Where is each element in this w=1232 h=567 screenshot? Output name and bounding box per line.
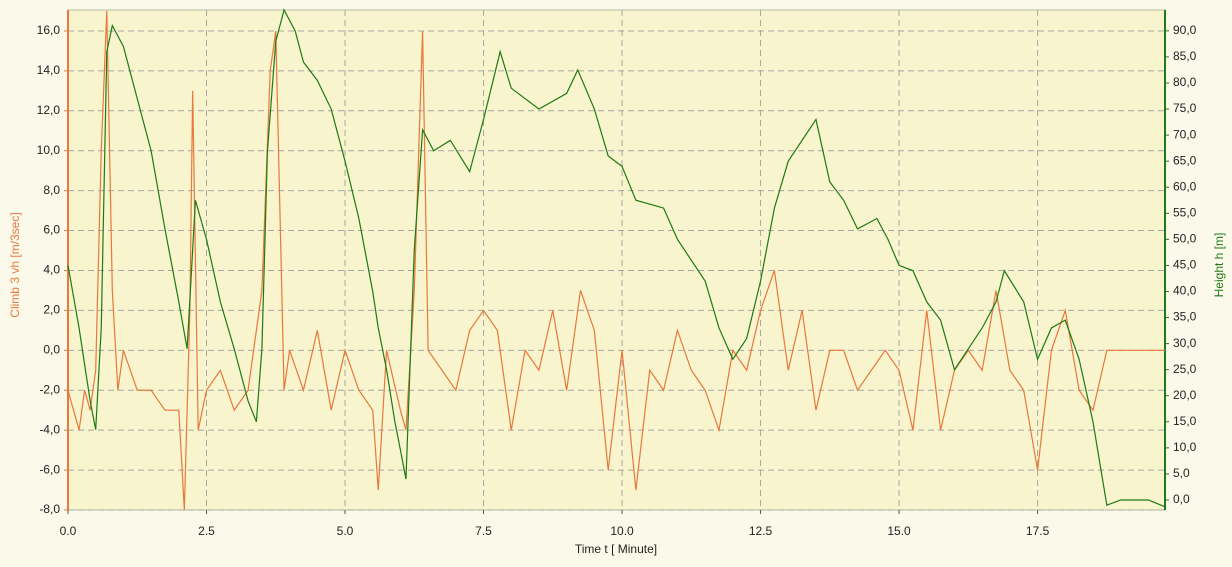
y-tick-label: 10,0 <box>37 143 61 157</box>
y-tick-label: 16,0 <box>37 23 61 37</box>
y2-tick-label: 30,0 <box>1173 336 1197 350</box>
y-tick-label: 4,0 <box>43 263 60 277</box>
y2-tick-label: 10,0 <box>1173 440 1197 454</box>
x-tick-label: 17.5 <box>1026 524 1050 538</box>
y2-tick-label: 25,0 <box>1173 362 1197 376</box>
x-tick-label: 15.0 <box>887 524 911 538</box>
x-tick-label: 0.0 <box>60 524 77 538</box>
y-tick-label: 0,0 <box>43 342 60 356</box>
x-tick-label: 10.0 <box>610 524 634 538</box>
y2-tick-label: 50,0 <box>1173 232 1197 246</box>
y-tick-label: -6,0 <box>39 462 60 476</box>
x-tick-label: 12.5 <box>749 524 773 538</box>
y-tick-label: 2,0 <box>43 303 60 317</box>
y2-tick-label: 60,0 <box>1173 179 1197 193</box>
y2-tick-label: 90,0 <box>1173 23 1197 37</box>
y-tick-label: -4,0 <box>39 422 60 436</box>
x-tick-label: 7.5 <box>475 524 492 538</box>
y2-tick-label: 85,0 <box>1173 49 1197 63</box>
y2-tick-label: 65,0 <box>1173 153 1197 167</box>
y2-tick-label: 5,0 <box>1173 466 1190 480</box>
y2-tick-label: 0,0 <box>1173 492 1190 506</box>
y-tick-label: -2,0 <box>39 382 60 396</box>
plot-area <box>67 9 1166 511</box>
y2-tick-label: 55,0 <box>1173 205 1197 219</box>
y-tick-label: 12,0 <box>37 103 61 117</box>
x-tick-label: 2.5 <box>198 524 215 538</box>
y2-tick-label: 80,0 <box>1173 75 1197 89</box>
y2-tick-label: 70,0 <box>1173 127 1197 141</box>
y2-tick-label: 15,0 <box>1173 414 1197 428</box>
y2-tick-label: 35,0 <box>1173 310 1197 324</box>
y-tick-label: -8,0 <box>39 502 60 516</box>
y-tick-label: 14,0 <box>37 63 61 77</box>
y-axis-label: Climb 3 vh [m/3sec] <box>8 212 22 317</box>
y-tick-label: 6,0 <box>43 223 60 237</box>
y2-tick-label: 40,0 <box>1173 284 1197 298</box>
y-tick-label: 8,0 <box>43 183 60 197</box>
data-line <box>67 10 1165 511</box>
y2-tick-label: 75,0 <box>1173 101 1197 115</box>
x-tick-label: 5.0 <box>337 524 354 538</box>
y2-tick-label: 20,0 <box>1173 388 1197 402</box>
y2-tick-label: 45,0 <box>1173 258 1197 272</box>
x-axis-label: Time t [ Minute] <box>575 542 657 556</box>
y2-axis-label: Height h [m] <box>1212 233 1226 298</box>
data-line <box>67 8 1166 508</box>
